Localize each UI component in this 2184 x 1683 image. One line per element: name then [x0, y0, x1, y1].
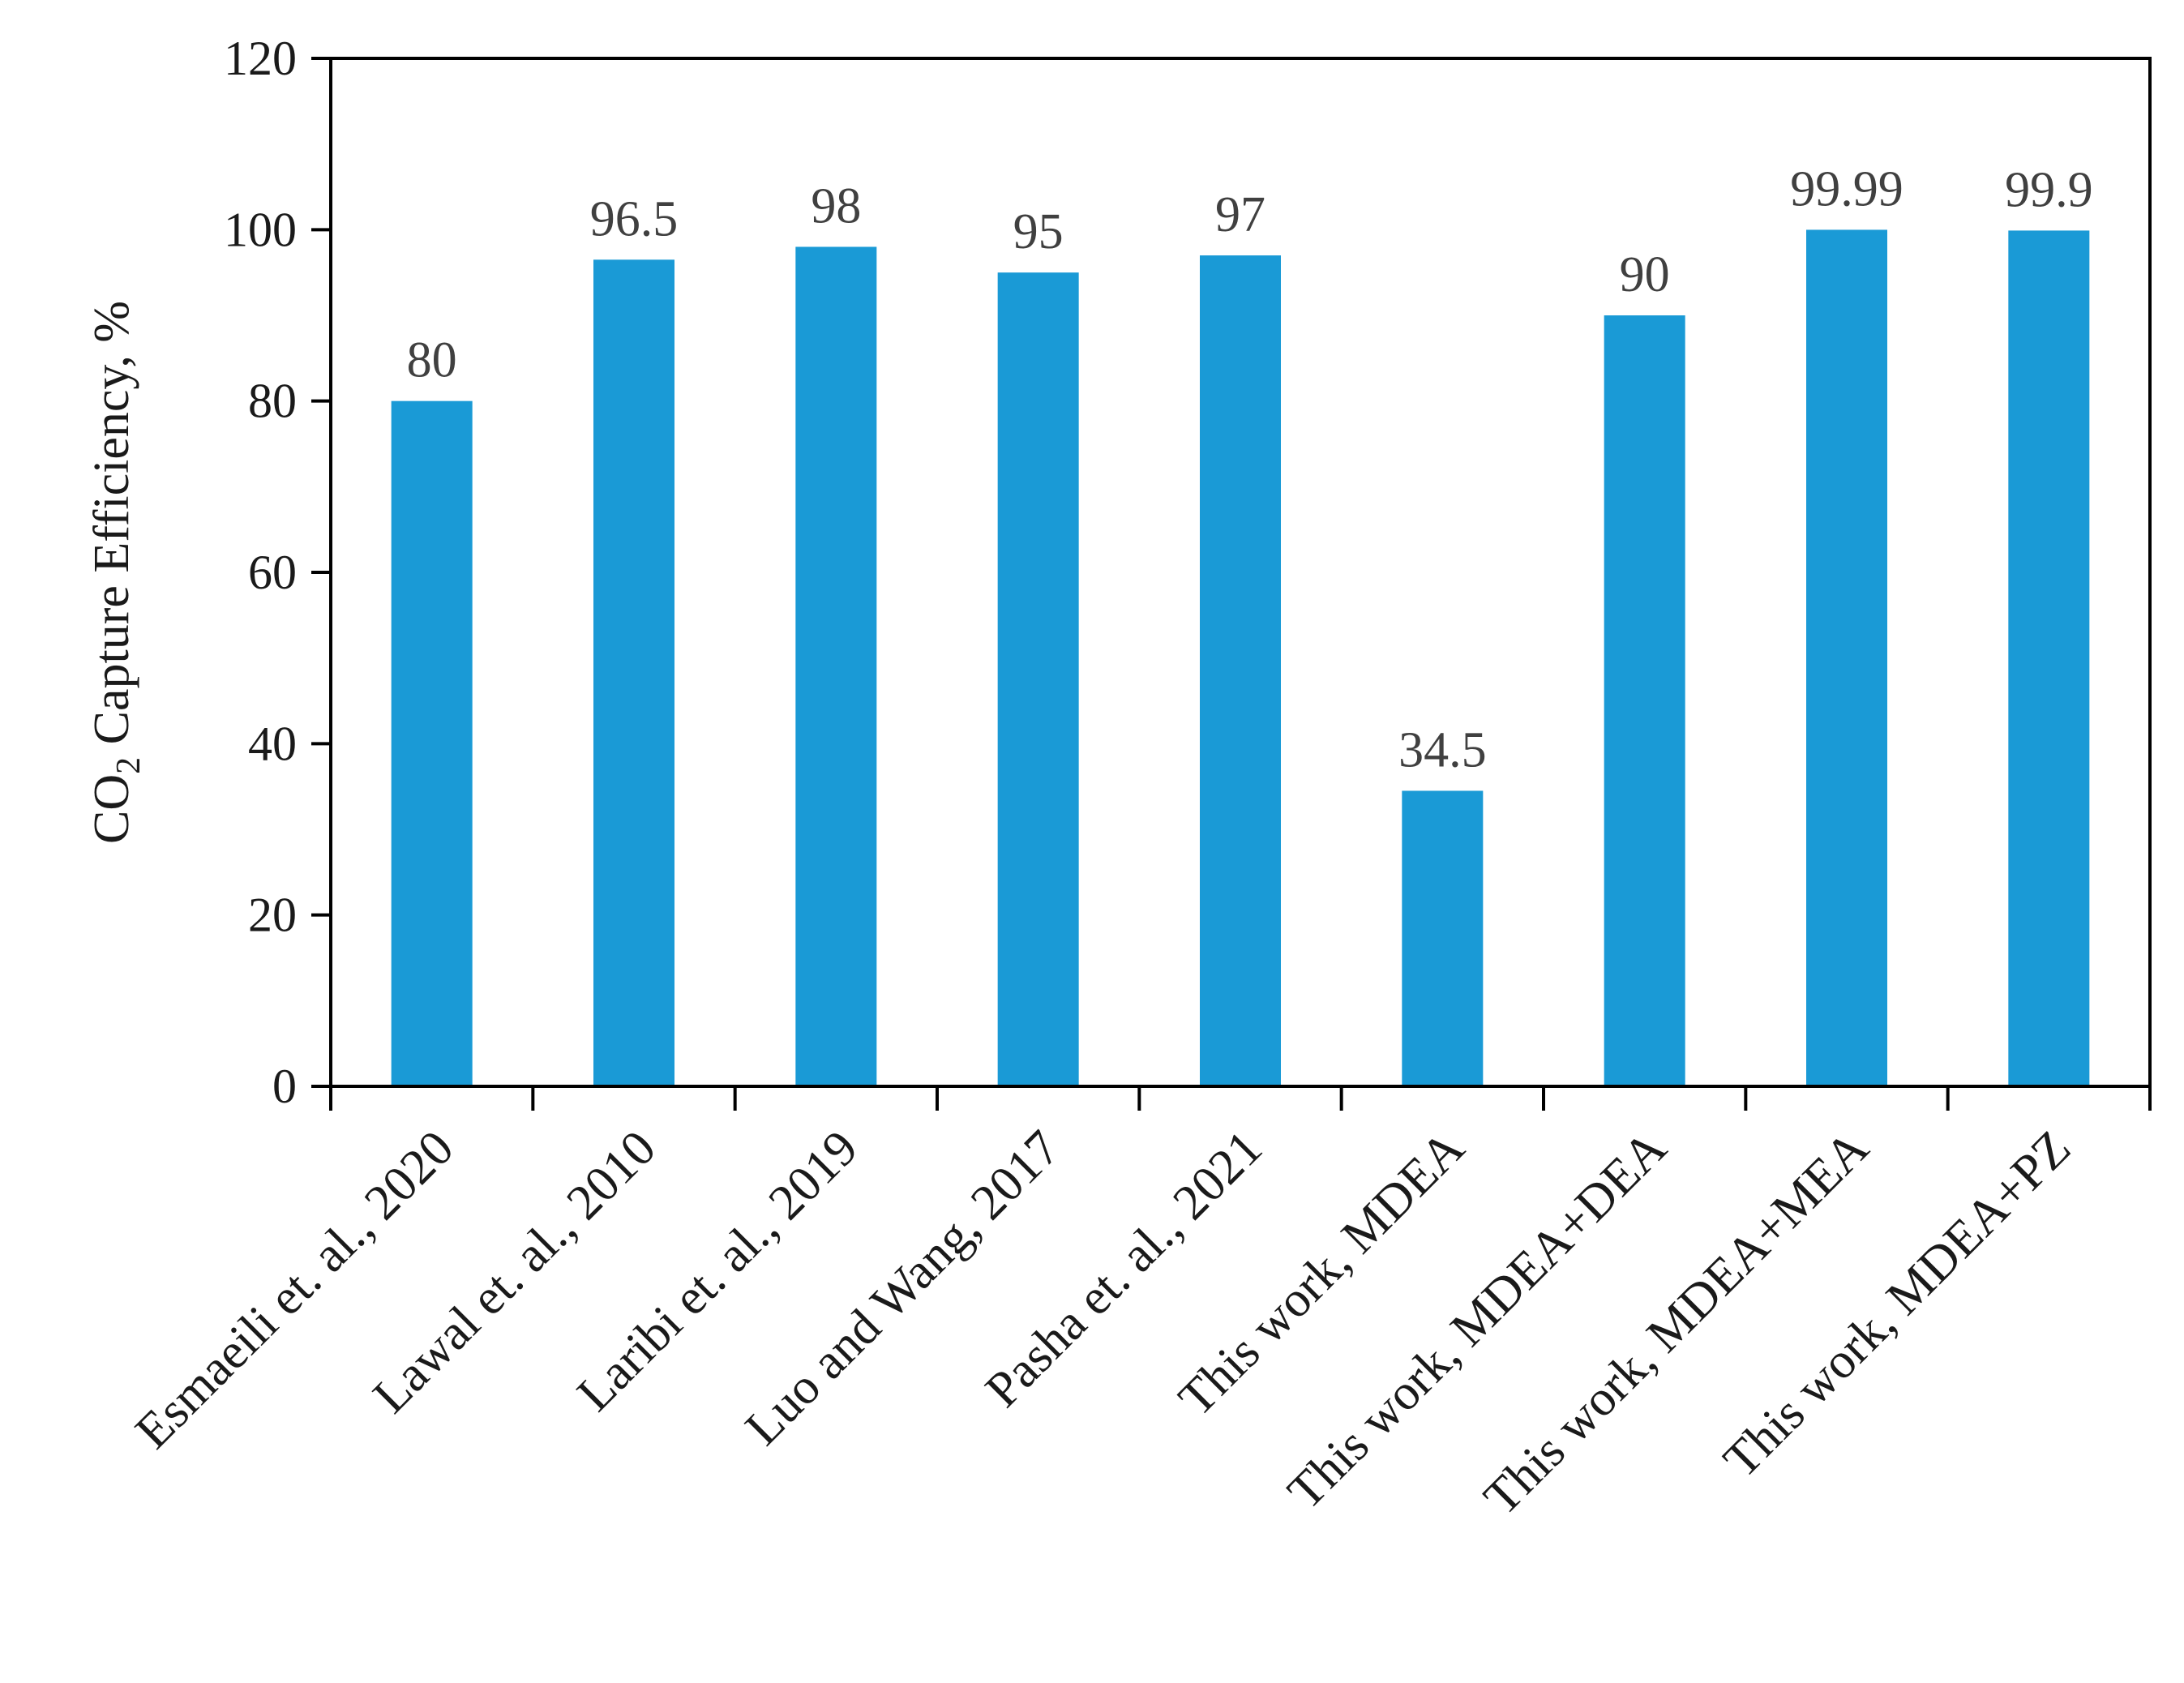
category-label-9: This work, MDEA+PZ [1713, 1120, 2081, 1488]
category-label-8: This work, MDEA+MEA [1474, 1120, 1879, 1526]
value-label-3: 98 [811, 178, 861, 233]
y-axis-label-prefix: CO [84, 774, 139, 844]
category-label-7: This work, MDEA+DEA [1278, 1120, 1677, 1520]
y-tick-label-2: 40 [248, 717, 297, 770]
y-tick-label-1: 20 [248, 889, 297, 942]
y-axis-label-suffix: Capture Efficiency, % [84, 301, 139, 757]
y-ticks-group: 0 20 40 60 80 100 120 [224, 32, 331, 1113]
bar-8 [1806, 229, 1887, 1087]
value-label-7: 90 [1620, 247, 1670, 302]
value-label-5: 97 [1215, 187, 1265, 242]
y-axis-label: CO2 Capture Efficiency, % [84, 301, 148, 844]
y-tick-label-0: 0 [272, 1060, 297, 1113]
value-label-6: 34.5 [1398, 722, 1487, 777]
value-label-4: 95 [1013, 204, 1064, 259]
bar-5 [1200, 255, 1281, 1086]
value-label-2: 96.5 [590, 191, 679, 246]
y-tick-label-4: 80 [248, 375, 297, 428]
value-label-1: 80 [407, 333, 457, 388]
y-tick-label-3: 60 [248, 546, 297, 599]
bar-9 [2008, 230, 2090, 1086]
bar-7 [1604, 315, 1685, 1086]
bar-1 [391, 400, 473, 1087]
bar-4 [997, 272, 1079, 1087]
bars-group [391, 229, 2090, 1087]
value-label-8: 99.99 [1790, 161, 1904, 216]
value-labels-group: 80 96.5 98 95 97 34.5 90 99.99 99.9 [407, 161, 2093, 777]
y-tick-label-6: 120 [224, 32, 297, 85]
bar-3 [795, 246, 877, 1086]
x-ticks-group [329, 1086, 2152, 1111]
bar-2 [593, 259, 674, 1087]
bar-6 [1402, 790, 1484, 1086]
y-tick-label-5: 100 [224, 203, 297, 256]
y-axis-title: CO2 Capture Efficiency, % [84, 301, 148, 844]
y-axis-label-subscript: 2 [110, 757, 148, 774]
value-label-9: 99.9 [2005, 162, 2093, 217]
